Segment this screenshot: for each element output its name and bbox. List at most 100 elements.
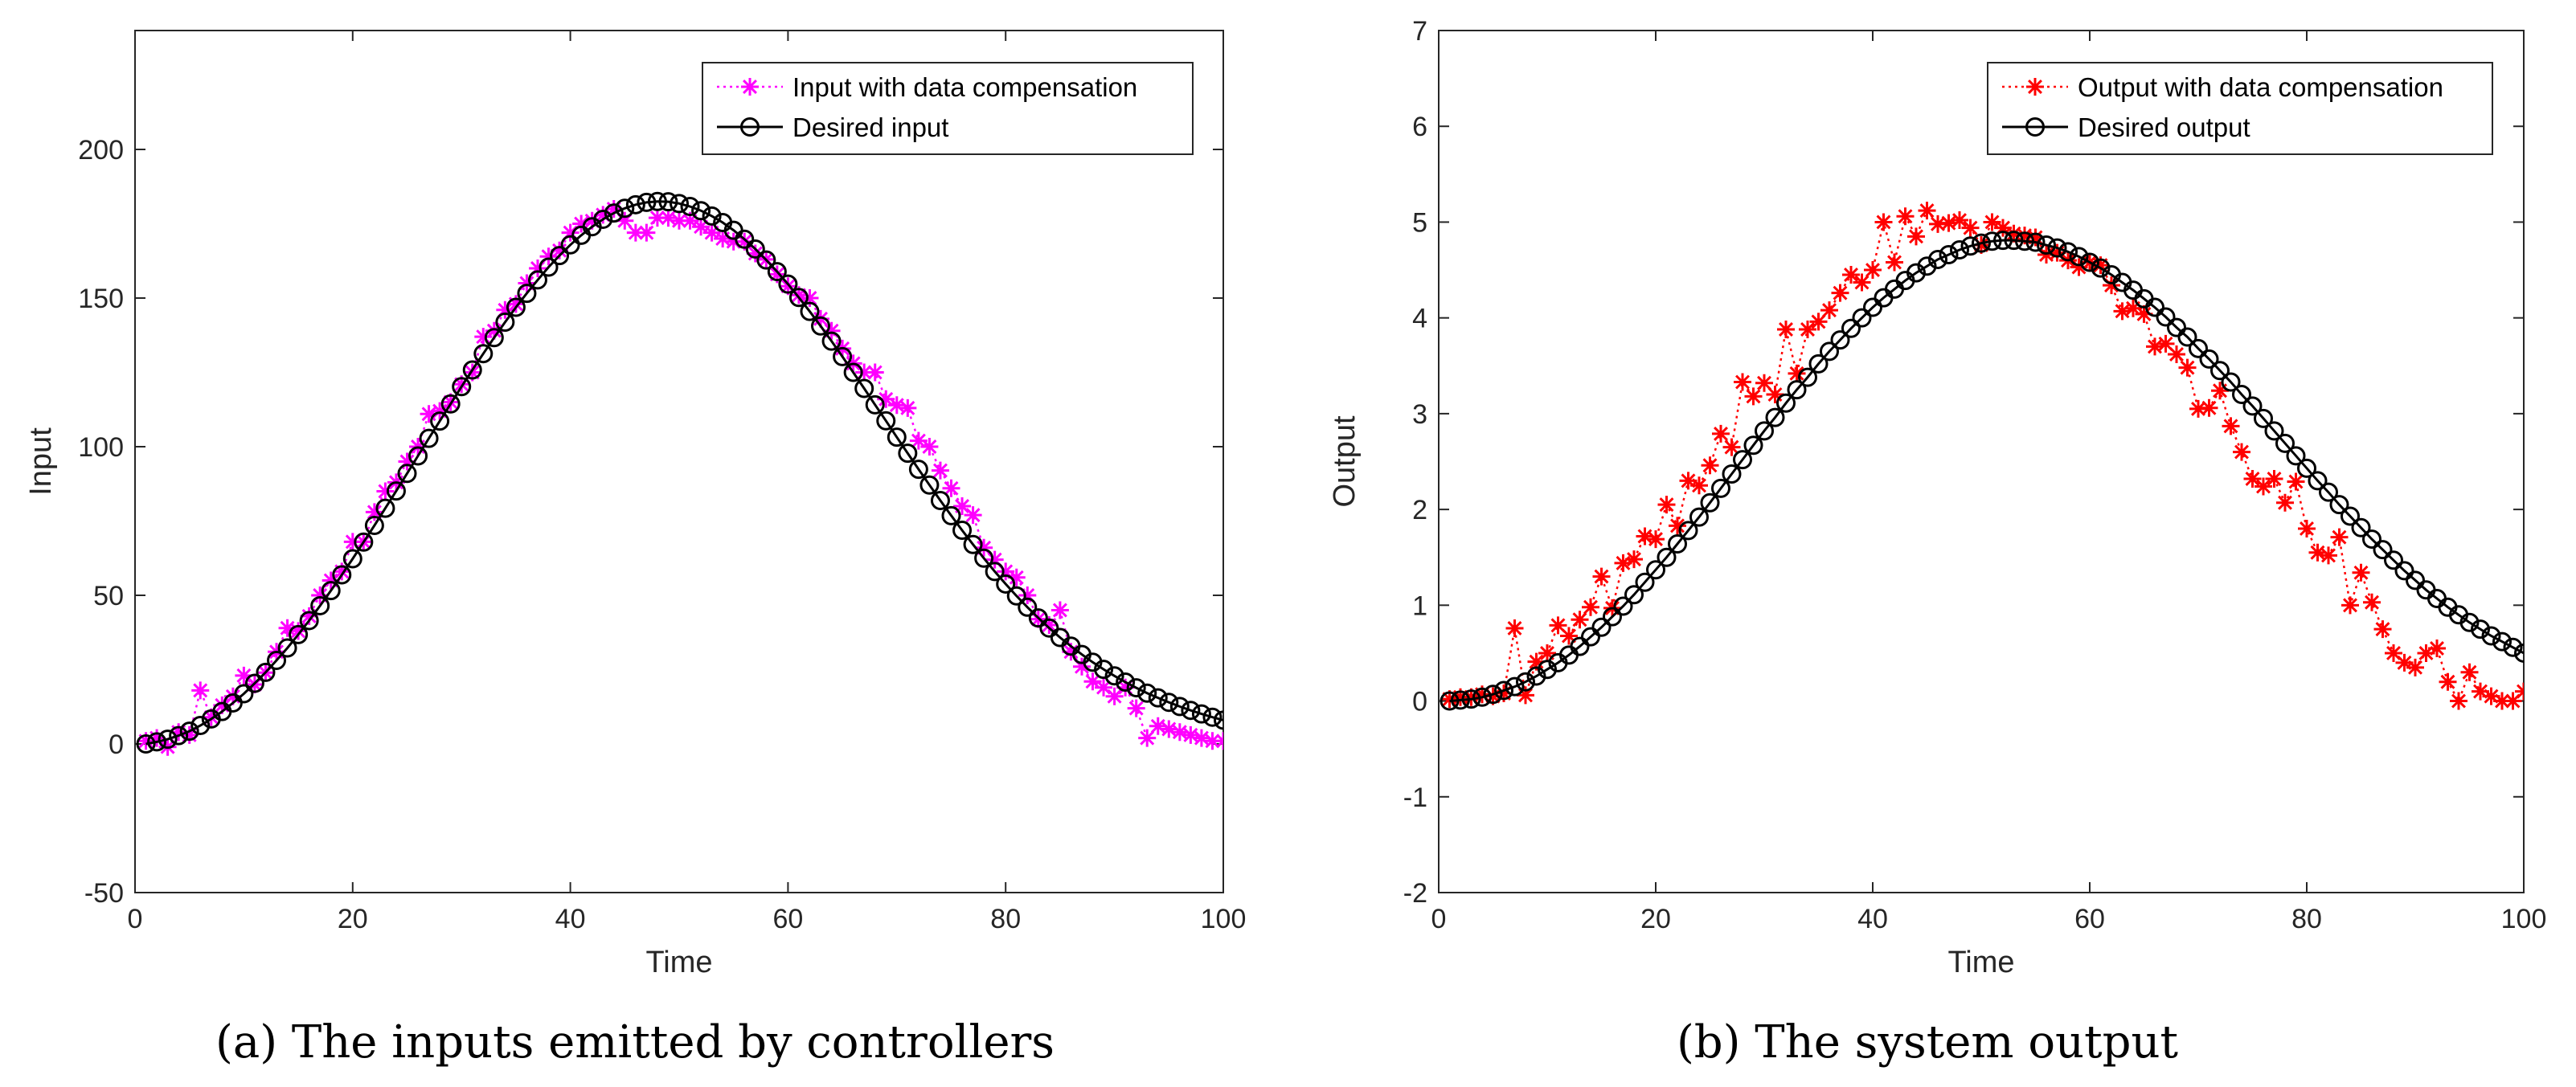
y-tick-label: 0 [109,729,124,760]
data-point-desired [658,192,678,212]
data-point-compensated [789,286,808,304]
data-point-desired [811,316,831,336]
data-point-compensated [2439,672,2457,691]
data-point-desired [2384,550,2403,570]
data-point-compensated [1050,601,1069,619]
data-point-compensated [1614,554,1632,572]
data-point-desired [1820,341,1839,362]
x-tick-label: 80 [2291,904,2322,934]
data-point-compensated [2200,398,2218,417]
data-point-desired [876,411,896,431]
data-point-desired [1018,597,1038,617]
data-point-desired [2514,643,2524,663]
data-point-desired [256,662,276,682]
data-point-compensated [2385,644,2402,662]
data-point-desired [452,377,472,397]
data-point-desired [800,301,820,321]
data-point-compensated [431,402,449,420]
data-point-desired [1505,676,1525,697]
data-point-compensated [561,223,579,242]
data-point-desired [2394,561,2414,581]
x-tick-label: 0 [1431,904,1447,934]
data-point-compensated [2211,382,2229,400]
data-point-compensated [235,666,253,684]
data-point-compensated [1203,732,1222,750]
data-point-compensated [1679,472,1698,490]
data-point-compensated [768,265,786,284]
data-point-desired [1733,450,1752,470]
data-point-compensated [2255,477,2272,496]
data-point-desired [1635,572,1655,592]
data-point-desired [1657,547,1677,567]
data-point-compensated [1214,732,1223,750]
y-tick-label: 100 [78,432,124,463]
data-point-compensated [2472,682,2489,701]
data-point-desired [952,520,973,540]
y-axis-label: Input [24,427,58,496]
data-point-compensated [2515,682,2524,701]
data-point-compensated [637,223,656,242]
data-point-compensated [2276,493,2294,512]
data-point-compensated [1484,687,1502,705]
data-point-desired [1830,330,1850,350]
data-point-compensated [1864,261,1882,280]
data-point-desired [908,460,928,480]
data-point-desired [604,203,624,223]
data-point-compensated [148,729,166,747]
data-point-desired [1993,231,2013,251]
legend-marker-desired [2025,117,2045,137]
data-point-desired [1668,534,1687,554]
data-point-compensated [528,259,547,277]
data-point-desired [2232,385,2251,405]
data-point-compensated [899,398,917,417]
data-point-desired [397,464,417,484]
data-point-desired [2069,247,2089,267]
data-point-compensated [812,309,830,328]
data-point-desired [1526,666,1546,686]
data-point-compensated [2330,528,2349,546]
data-point-desired [506,297,526,317]
data-point-desired [2210,361,2230,381]
data-point-desired [299,611,319,631]
data-point-compensated [1918,202,1936,220]
data-point-desired [2015,231,2034,251]
x-tick-label: 100 [2501,904,2547,934]
data-point-desired [2037,235,2056,255]
data-point-desired [1603,607,1622,627]
data-point-desired [680,197,700,217]
data-point-desired [147,732,167,752]
data-point-desired [767,262,787,282]
data-point-desired [1214,710,1223,730]
data-point-desired [1181,701,1201,721]
data-point-desired [2047,238,2067,258]
data-point-compensated [855,363,874,382]
data-point-compensated [2222,417,2240,435]
data-point-compensated [2113,302,2132,321]
data-point-desired [136,734,156,754]
data-point-desired [1169,697,1190,717]
data-point-compensated [1744,387,1763,406]
data-point-compensated [1755,374,1773,392]
data-point-compensated [1896,207,1915,226]
data-point-compensated [1105,687,1124,705]
data-point-desired [484,328,504,348]
data-point-desired [2254,408,2273,428]
data-point-desired [1722,464,1742,484]
data-point-compensated [2168,345,2185,363]
data-point-compensated [343,533,362,551]
data-point-desired [1982,231,2002,251]
data-point-compensated [1592,567,1611,586]
data-point-compensated [626,223,645,242]
data-point-desired [1516,672,1535,692]
data-point-desired [1755,421,1774,441]
y-tick-label: 5 [1412,207,1427,238]
data-point-compensated [1473,685,1491,704]
legend-marker-compensated [741,78,759,96]
data-point-desired [615,198,635,219]
data-point-compensated [887,396,906,415]
data-point-desired [2156,307,2176,327]
data-point-compensated [1874,213,1893,231]
data-point-desired [2004,231,2024,251]
data-layer [136,191,1223,756]
data-point-desired [1689,507,1709,527]
